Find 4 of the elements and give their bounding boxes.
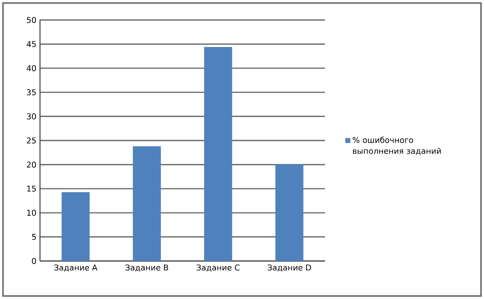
- bar: [275, 164, 304, 261]
- bar: [204, 46, 232, 261]
- bar: [132, 146, 161, 261]
- bar: [62, 192, 90, 261]
